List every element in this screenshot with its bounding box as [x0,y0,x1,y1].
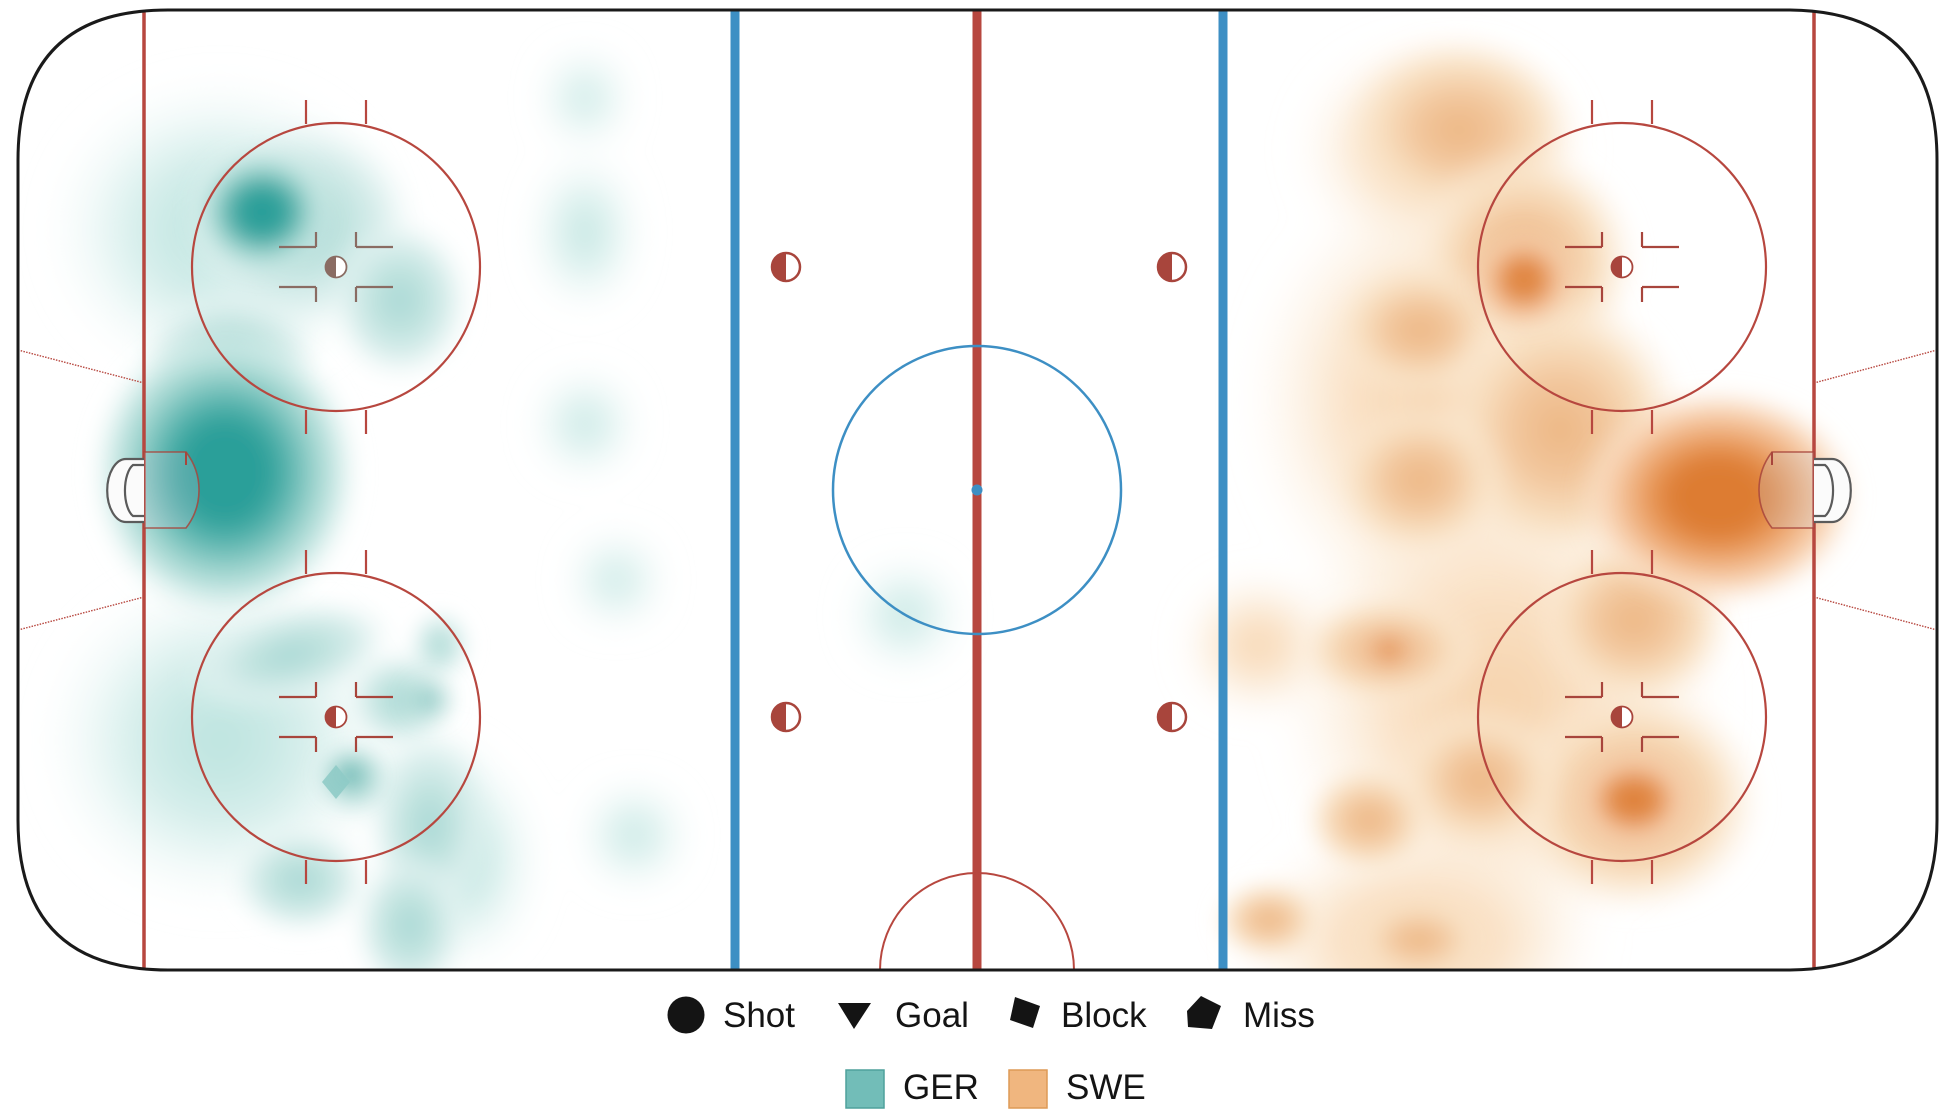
svg-text:SWE: SWE [1066,1068,1146,1107]
svg-text:Miss: Miss [1243,996,1315,1035]
svg-text:Shot: Shot [723,996,795,1035]
svg-text:GER: GER [903,1068,979,1107]
svg-text:Goal: Goal [895,996,969,1035]
svg-text:Block: Block [1061,996,1147,1035]
